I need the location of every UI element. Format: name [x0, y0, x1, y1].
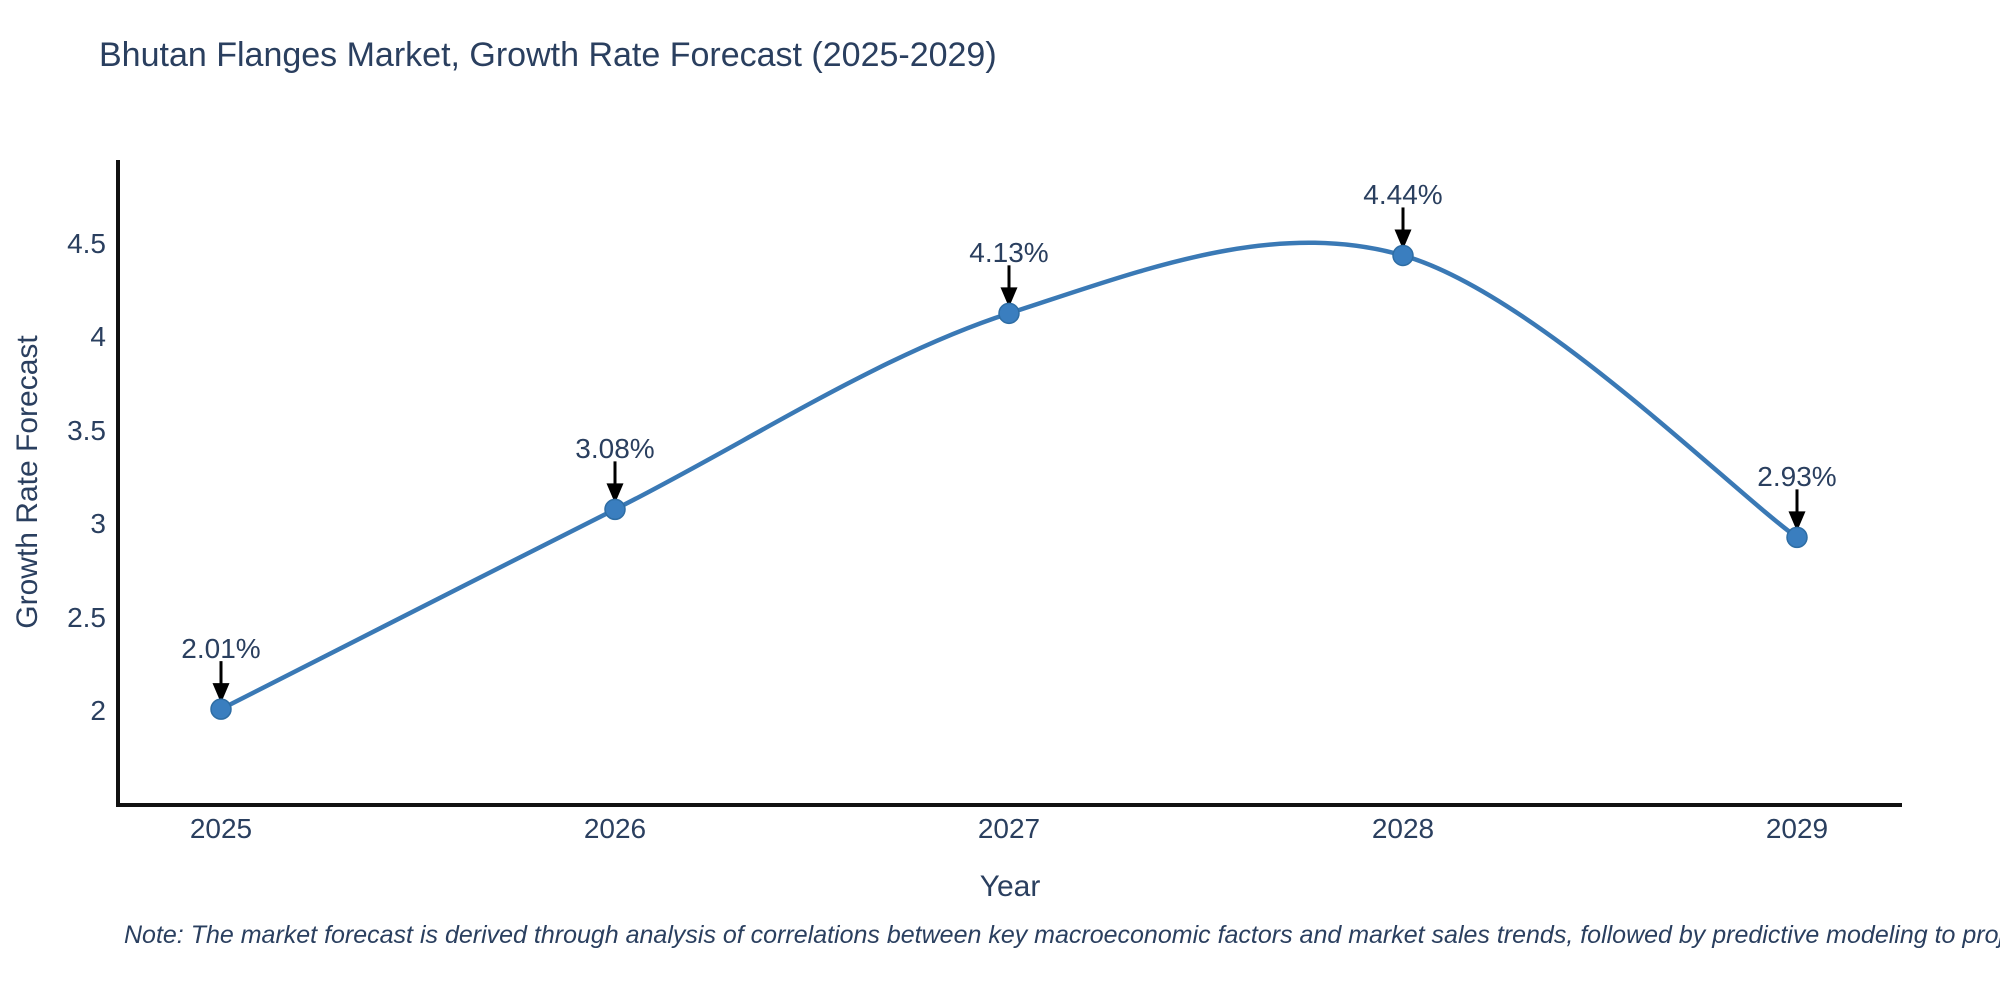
annotation-arrowhead — [1788, 511, 1806, 532]
annotation-2028: 4.44% — [1363, 179, 1443, 210]
y-axis-title: Growth Rate Forecast — [11, 335, 44, 629]
annotation-2026: 3.08% — [575, 433, 655, 464]
annotation-2025: 2.01% — [181, 633, 261, 664]
y-tick-label-2-5: 2.5 — [67, 602, 106, 633]
annotation-arrows-group — [212, 207, 1806, 704]
x-tick-label-2029: 2029 — [1765, 813, 1829, 844]
y-tick-label-3: 3 — [90, 508, 106, 539]
x-tick-label-2026: 2026 — [583, 813, 647, 844]
annotation-arrowhead — [606, 483, 624, 504]
annotation-2029: 2.93% — [1757, 461, 1837, 492]
annotation-arrowhead — [212, 683, 230, 704]
data-point-marker — [210, 698, 232, 720]
annotation-2027: 4.13% — [969, 237, 1049, 268]
footnote: Note: The market forecast is derived thr… — [124, 921, 2000, 949]
x-tick-label-2028: 2028 — [1371, 813, 1435, 844]
y-tick-label-3-5: 3.5 — [67, 415, 106, 446]
x-tick-label-2025: 2025 — [189, 813, 253, 844]
y-tick-label-2: 2 — [90, 695, 106, 726]
data-point-markers-group — [210, 244, 1808, 720]
chart-title: Bhutan Flanges Market, Growth Rate Forec… — [99, 36, 997, 74]
data-point-marker — [1392, 244, 1414, 267]
annotation-arrowhead — [1000, 287, 1018, 308]
y-tick-label-4: 4 — [90, 321, 106, 352]
data-point-marker — [604, 498, 626, 521]
x-tick-label-2027: 2027 — [977, 813, 1041, 844]
data-point-marker — [1786, 526, 1808, 549]
y-tick-label-4-5: 4.5 — [67, 228, 106, 259]
x-axis-title: Year — [979, 870, 1041, 903]
annotation-arrowhead — [1394, 229, 1412, 250]
data-point-marker — [998, 302, 1020, 325]
